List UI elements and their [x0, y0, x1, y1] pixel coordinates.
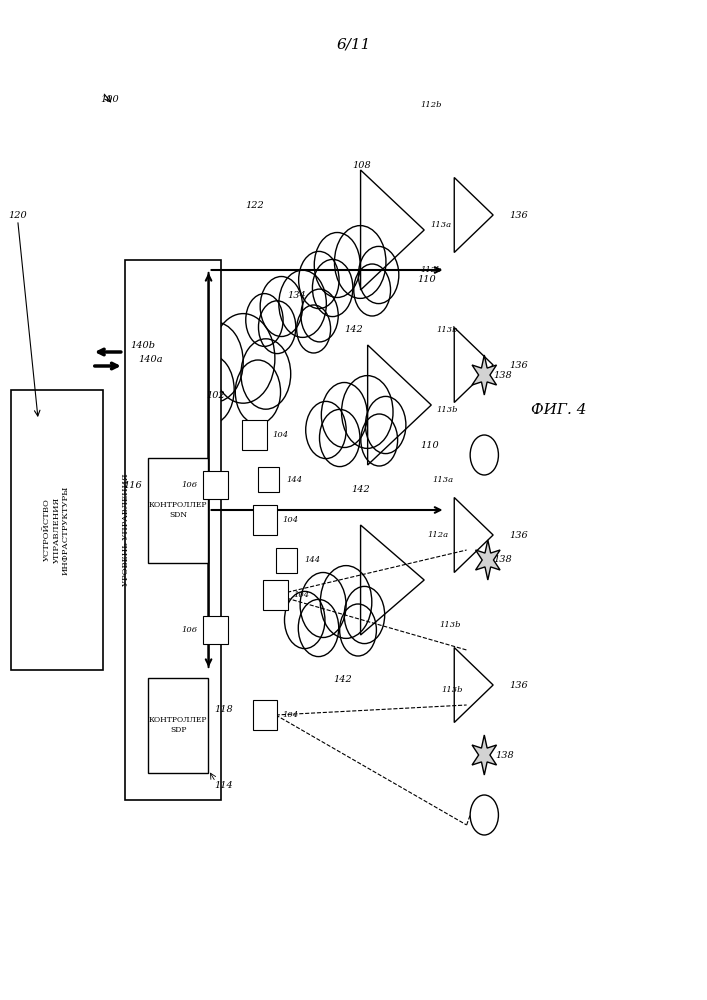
- FancyBboxPatch shape: [242, 420, 267, 450]
- Text: 113b: 113b: [437, 326, 458, 334]
- Text: 104: 104: [293, 591, 310, 599]
- Text: 113b: 113b: [437, 406, 458, 414]
- Text: 110: 110: [417, 275, 436, 284]
- Text: УСТРОЙСТВО
УПРАВЛЕНИЯ
ИНФРАСТРУКТУРЫ: УСТРОЙСТВО УПРАВЛЕНИЯ ИНФРАСТРУКТУРЫ: [43, 485, 70, 575]
- Circle shape: [168, 345, 217, 415]
- Circle shape: [339, 604, 376, 656]
- Text: 122: 122: [245, 200, 264, 210]
- Polygon shape: [472, 355, 496, 395]
- Circle shape: [241, 339, 291, 409]
- Circle shape: [211, 314, 275, 403]
- Text: 136: 136: [509, 360, 528, 369]
- Text: 113a: 113a: [430, 221, 451, 229]
- Text: 142: 142: [351, 486, 370, 494]
- Text: 104: 104: [283, 516, 299, 524]
- Text: 142: 142: [344, 326, 363, 334]
- Circle shape: [284, 591, 325, 649]
- FancyBboxPatch shape: [204, 471, 228, 499]
- Circle shape: [297, 305, 331, 353]
- FancyBboxPatch shape: [276, 548, 297, 572]
- Text: 110: 110: [421, 440, 440, 450]
- Bar: [148, 458, 208, 562]
- Text: 142: 142: [334, 676, 352, 684]
- Text: 102: 102: [206, 390, 225, 399]
- Circle shape: [354, 264, 390, 316]
- Text: 6/11: 6/11: [337, 38, 370, 52]
- Text: 138: 138: [495, 750, 514, 760]
- Circle shape: [185, 354, 234, 425]
- FancyBboxPatch shape: [204, 616, 228, 644]
- Text: КОНТРОЛЛЕР
SDN: КОНТРОЛЛЕР SDN: [149, 501, 207, 519]
- FancyBboxPatch shape: [258, 467, 279, 492]
- Circle shape: [298, 599, 339, 657]
- Polygon shape: [476, 540, 500, 580]
- Text: 138: 138: [493, 556, 513, 564]
- Text: 136: 136: [509, 211, 528, 220]
- Polygon shape: [472, 735, 496, 775]
- Circle shape: [305, 401, 346, 459]
- Bar: [125, 260, 221, 800]
- Text: 120: 120: [8, 211, 27, 220]
- Text: 118: 118: [214, 706, 233, 714]
- Circle shape: [246, 294, 283, 346]
- Circle shape: [344, 586, 385, 644]
- Text: 134: 134: [288, 290, 306, 300]
- Circle shape: [279, 270, 327, 337]
- Text: 140b: 140b: [131, 340, 156, 350]
- Text: КОНТРОЛЛЕР
SDP: КОНТРОЛЛЕР SDP: [149, 716, 207, 734]
- FancyBboxPatch shape: [263, 580, 288, 610]
- Text: 140a: 140a: [138, 356, 163, 364]
- Bar: [148, 678, 208, 772]
- Text: 104: 104: [272, 431, 288, 439]
- Text: 114: 114: [214, 780, 233, 790]
- Circle shape: [341, 376, 393, 448]
- Circle shape: [235, 360, 281, 424]
- Circle shape: [470, 435, 498, 475]
- FancyBboxPatch shape: [252, 505, 277, 535]
- Text: 106: 106: [182, 481, 198, 489]
- Circle shape: [361, 414, 397, 466]
- Circle shape: [298, 251, 339, 309]
- Bar: [11, 390, 103, 670]
- Circle shape: [300, 572, 346, 638]
- Text: 108: 108: [353, 160, 371, 169]
- Text: 104: 104: [283, 711, 299, 719]
- Circle shape: [358, 246, 399, 304]
- Text: 113a: 113a: [433, 476, 454, 484]
- Circle shape: [314, 232, 360, 298]
- Text: 113b: 113b: [442, 686, 463, 694]
- Circle shape: [187, 322, 243, 402]
- Circle shape: [320, 409, 360, 467]
- Text: 136: 136: [509, 680, 528, 690]
- Circle shape: [334, 226, 386, 298]
- Text: 136: 136: [509, 530, 528, 540]
- Text: 112a: 112a: [428, 531, 449, 539]
- Circle shape: [321, 382, 368, 448]
- Circle shape: [259, 301, 296, 354]
- FancyBboxPatch shape: [252, 700, 277, 730]
- Circle shape: [301, 289, 338, 342]
- Text: 112b: 112b: [421, 266, 442, 274]
- Text: 112b: 112b: [421, 101, 442, 109]
- Text: ФИГ. 4: ФИГ. 4: [531, 403, 586, 417]
- Circle shape: [366, 396, 406, 454]
- Circle shape: [260, 276, 303, 336]
- Circle shape: [320, 566, 372, 638]
- Text: 106: 106: [182, 626, 198, 634]
- Circle shape: [470, 795, 498, 835]
- Text: 144: 144: [286, 476, 303, 484]
- Text: УРОВЕНЬ УПРАВЛЕНИЯ: УРОВЕНЬ УПРАВЛЕНИЯ: [122, 474, 130, 586]
- Text: 100: 100: [100, 96, 119, 104]
- Text: 144: 144: [304, 556, 320, 564]
- Text: 116: 116: [124, 481, 143, 489]
- Circle shape: [312, 259, 353, 317]
- Text: 113b: 113b: [440, 621, 461, 629]
- Text: 138: 138: [493, 370, 513, 379]
